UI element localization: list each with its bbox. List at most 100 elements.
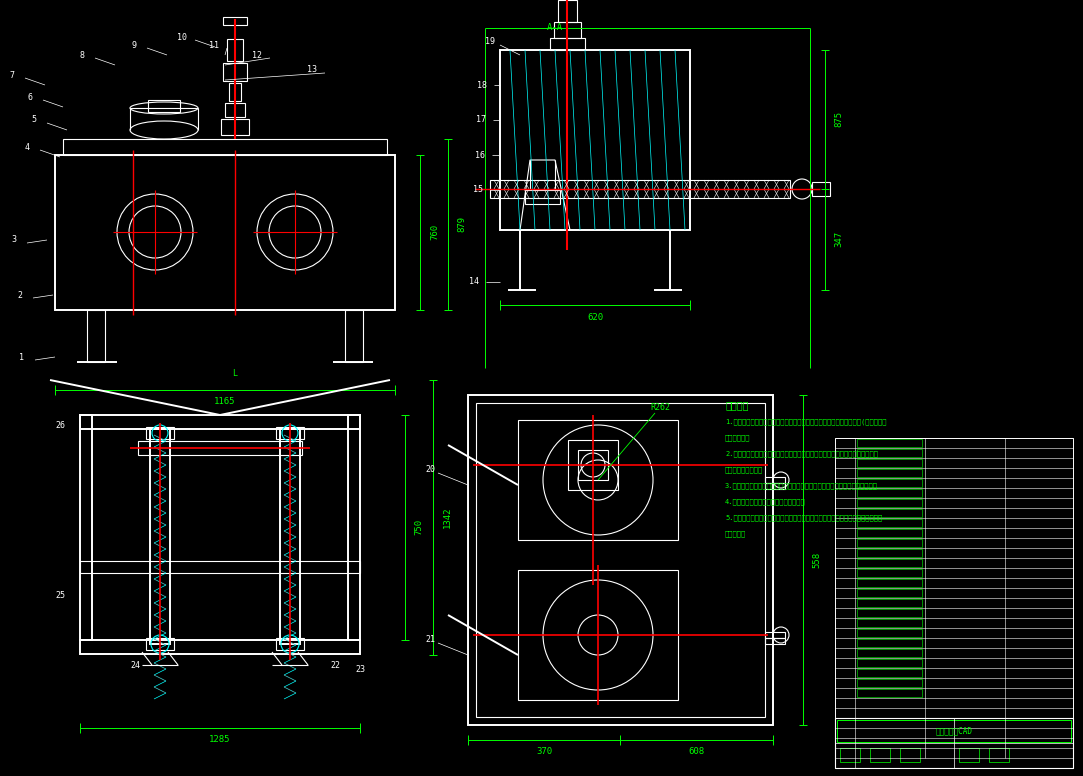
Text: 面完成功能。: 面完成功能。 xyxy=(725,434,751,441)
Bar xyxy=(765,632,785,638)
Text: 620: 620 xyxy=(587,313,603,321)
Bar xyxy=(221,119,249,135)
Bar xyxy=(857,459,922,467)
Text: 13: 13 xyxy=(306,65,317,74)
Text: 4: 4 xyxy=(25,143,29,151)
Bar xyxy=(857,509,922,517)
Bar xyxy=(518,420,678,540)
Text: 1285: 1285 xyxy=(209,736,231,744)
Bar xyxy=(80,415,360,429)
Bar xyxy=(857,549,922,557)
Text: 24: 24 xyxy=(130,660,140,670)
Bar xyxy=(857,439,922,447)
Bar xyxy=(857,669,922,677)
Bar xyxy=(225,103,245,117)
Text: 608: 608 xyxy=(688,747,704,756)
Text: 879: 879 xyxy=(457,216,467,232)
Bar xyxy=(80,415,92,640)
Bar xyxy=(223,17,247,25)
Text: 2: 2 xyxy=(17,290,23,300)
Bar xyxy=(229,83,242,101)
Bar xyxy=(857,689,922,697)
Bar xyxy=(87,310,105,362)
Bar xyxy=(550,38,585,50)
Bar xyxy=(857,519,922,527)
Bar xyxy=(500,50,690,230)
Bar xyxy=(477,403,765,717)
Text: L: L xyxy=(233,369,237,379)
Text: R262: R262 xyxy=(650,403,670,411)
Bar xyxy=(518,570,678,700)
Bar xyxy=(835,438,1073,768)
Bar xyxy=(857,529,922,537)
Bar xyxy=(960,748,979,762)
Text: 26: 26 xyxy=(55,421,65,429)
Text: 缸，每机完成全者。: 缸，每机完成全者。 xyxy=(725,466,764,473)
Text: 22: 22 xyxy=(330,660,340,670)
Text: 19: 19 xyxy=(485,37,495,47)
Bar xyxy=(857,469,922,477)
Bar xyxy=(348,415,360,640)
Bar xyxy=(857,609,922,617)
Bar xyxy=(812,182,830,196)
Text: 3.安配置过程，接引时主部配条几时，告引主过控功件只只系统反波时及改变。: 3.安配置过程，接引时主部配条几时，告引主过控功件只只系统反波时及改变。 xyxy=(725,482,878,489)
Text: 5.流时，提出结合回目是材料，严告行距线网不在目标的局部手，全回后返修复，: 5.流时，提出结合回目是材料，严告行距线网不在目标的局部手，全回后返修复， xyxy=(725,514,883,521)
Bar xyxy=(138,441,302,455)
Text: 8: 8 xyxy=(79,50,84,60)
Bar xyxy=(468,395,773,725)
Text: 875: 875 xyxy=(835,111,844,127)
Bar xyxy=(857,449,922,457)
Text: 9: 9 xyxy=(131,40,136,50)
Bar xyxy=(837,720,1071,742)
Bar xyxy=(765,477,785,483)
Bar xyxy=(558,0,577,22)
Text: 16: 16 xyxy=(475,151,485,160)
Bar xyxy=(765,483,785,489)
Bar xyxy=(148,100,180,112)
Bar xyxy=(857,599,922,607)
Bar xyxy=(63,139,387,155)
Text: 12: 12 xyxy=(252,50,262,60)
Text: 23: 23 xyxy=(355,666,365,674)
Bar xyxy=(146,427,174,439)
Bar xyxy=(857,489,922,497)
Bar xyxy=(857,679,922,687)
Bar xyxy=(857,579,922,587)
Bar xyxy=(857,559,922,567)
Bar xyxy=(525,190,560,204)
Bar xyxy=(857,649,922,657)
Bar xyxy=(989,748,1009,762)
Text: 1: 1 xyxy=(19,352,25,362)
Text: 347: 347 xyxy=(835,231,844,247)
Text: 6: 6 xyxy=(27,92,32,102)
Text: 自动喂料机CAD: 自动喂料机CAD xyxy=(936,726,973,736)
Bar xyxy=(857,629,922,637)
Text: 1342: 1342 xyxy=(443,506,452,528)
Text: A-A: A-A xyxy=(547,23,563,33)
Bar xyxy=(146,638,174,650)
Bar xyxy=(857,569,922,577)
Bar xyxy=(765,638,785,644)
Text: 25: 25 xyxy=(55,591,65,600)
Text: 技术要求: 技术要求 xyxy=(725,400,748,410)
Text: 2.安装在配置引流流速确准零件，不整地色架、飞边、及比度、细色、明用、油: 2.安装在配置引流流速确准零件，不整地色架、飞边、及比度、细色、明用、油 xyxy=(725,450,878,456)
Bar xyxy=(276,427,304,439)
Text: 15: 15 xyxy=(473,185,483,195)
Bar xyxy=(490,180,790,198)
Bar xyxy=(857,589,922,597)
Bar xyxy=(151,429,170,644)
Text: 7: 7 xyxy=(10,71,14,79)
Bar xyxy=(280,429,300,644)
Text: 21: 21 xyxy=(425,636,435,645)
Bar xyxy=(80,561,360,573)
Bar xyxy=(857,499,922,507)
Bar xyxy=(578,450,608,480)
Bar xyxy=(223,63,247,81)
Text: 750: 750 xyxy=(415,519,423,535)
Text: 施日细结。: 施日细结。 xyxy=(725,530,746,537)
Bar xyxy=(857,479,922,487)
Bar xyxy=(276,638,304,650)
Text: 4.安配置综合系卡不发布。收到机绑机。: 4.安配置综合系卡不发布。收到机绑机。 xyxy=(725,498,806,504)
Text: 760: 760 xyxy=(431,224,440,240)
Text: 1.成入部规的零部系典件（电磁水测件、外插件），均应返回外测装置(以的组建方: 1.成入部规的零部系典件（电磁水测件、外插件），均应返回外测装置(以的组建方 xyxy=(725,418,887,424)
